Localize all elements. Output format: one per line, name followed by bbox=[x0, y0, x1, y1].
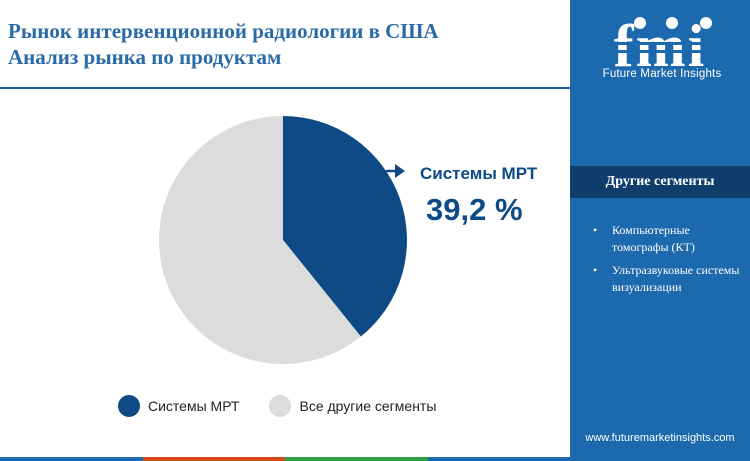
bottom-color-bar bbox=[0, 457, 570, 461]
title-divider bbox=[0, 87, 570, 89]
chart-legend: Системы МРТ Все другие сегменты bbox=[118, 394, 466, 418]
list-item-label: Ультразвуковые системы визуализации bbox=[612, 263, 740, 294]
pie-slices bbox=[159, 115, 407, 364]
bullet-icon: • bbox=[593, 223, 598, 237]
list-item-label: Компьютерные томографы (КТ) bbox=[612, 223, 695, 254]
pie-slice-1 bbox=[159, 115, 361, 364]
panel-heading: Другие сегменты bbox=[570, 166, 750, 198]
bottom-bar-segment bbox=[285, 457, 428, 461]
website-link[interactable]: www.futuremarketinsights.com bbox=[585, 432, 735, 444]
callout-value: 39,2 % bbox=[426, 192, 523, 227]
legend-item-0: Системы МРТ bbox=[118, 395, 239, 417]
bottom-bar-segment bbox=[0, 457, 143, 461]
side-panel: fmi Future Market Insights Другие сегмен… bbox=[570, 0, 750, 461]
legend-label: Системы МРТ bbox=[148, 398, 240, 414]
callout-label: Системы МРТ bbox=[420, 164, 538, 183]
legend-swatch bbox=[118, 395, 140, 417]
svg-text:fmi: fmi bbox=[614, 13, 707, 79]
bottom-bar-segment bbox=[142, 457, 285, 461]
legend-label: Все другие сегменты bbox=[299, 398, 437, 414]
logo-text: Future Market Insights bbox=[602, 68, 722, 80]
callout-arrow bbox=[386, 164, 405, 178]
fmi-logo-icon: fmi bbox=[598, 13, 723, 79]
page-title-line2: Анализ рынка по продуктам bbox=[8, 45, 282, 69]
bottom-bar-segment bbox=[427, 457, 570, 461]
page-title: Рынок интервенционной радиологии в США А… bbox=[8, 18, 548, 70]
legend-swatch bbox=[269, 395, 292, 417]
list-item: • Ультразвуковые системы визуализации bbox=[590, 262, 745, 296]
pie-chart bbox=[159, 115, 407, 364]
pie-slice-0 bbox=[283, 116, 407, 337]
legend-item-1: Все другие сегменты bbox=[269, 395, 436, 417]
page-title-line1: Рынок интервенционной радиологии в США bbox=[8, 19, 439, 43]
segments-list: • Компьютерные томографы (КТ) • Ультразв… bbox=[590, 222, 745, 302]
bullet-icon: • bbox=[593, 263, 598, 277]
list-item: • Компьютерные томографы (КТ) bbox=[590, 222, 745, 256]
